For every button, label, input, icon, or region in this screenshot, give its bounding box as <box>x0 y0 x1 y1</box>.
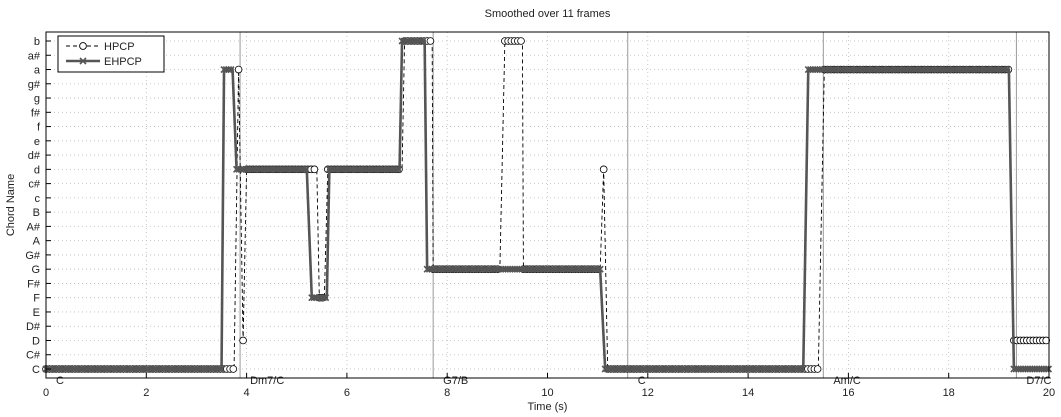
y-axis-label: Chord Name <box>5 174 17 236</box>
y-tick-label: F# <box>27 278 41 290</box>
y-tick-label: a# <box>28 50 41 62</box>
x-tick-label: 14 <box>742 387 754 399</box>
legend-marker-hpcp <box>79 42 87 50</box>
section-label: C <box>56 375 64 387</box>
data-point-ehpcp <box>795 365 803 373</box>
y-tick-label: b <box>34 36 40 48</box>
y-tick-label: F <box>33 293 40 305</box>
y-ticks: C C# D D# EF F# G G# A A# Bc c# d d# ef f# g g# a a# b <box>25 36 51 376</box>
y-tick-label: f# <box>31 107 41 119</box>
data-point-hpcp <box>426 37 435 45</box>
y-tick-label: d# <box>28 150 41 162</box>
x-axis-label: Time (s) <box>528 401 568 413</box>
section-label: C <box>638 375 646 387</box>
data-point-ehpcp <box>394 165 403 173</box>
section-label: D7/C <box>1026 375 1051 387</box>
data-point-ehpcp <box>322 294 330 302</box>
x-tick-label: 18 <box>943 387 955 399</box>
data-point-hpcp <box>599 165 608 174</box>
legend: HPCP EHPCP <box>57 35 165 73</box>
series-ehpcp <box>42 37 1053 373</box>
y-tick-label: f <box>37 122 41 134</box>
data-point-ehpcp <box>797 365 805 373</box>
x-tick-label: 20 <box>1043 387 1055 399</box>
y-tick-label: C <box>32 364 40 376</box>
data-point-ehpcp <box>596 265 604 273</box>
y-tick-label: E <box>33 307 40 319</box>
x-tick-label: 6 <box>344 387 350 399</box>
y-tick-label: g# <box>28 79 41 91</box>
legend-marker-ehpcp <box>79 57 87 65</box>
data-point-ehpcp <box>1000 65 1008 74</box>
data-point-hpcp <box>310 165 319 174</box>
data-point-hpcp <box>1042 336 1050 345</box>
data-point-hpcp <box>229 365 238 373</box>
y-tick-label: a <box>34 65 41 77</box>
data-point-ehpcp <box>302 165 310 173</box>
legend-label: EHPCP <box>104 56 142 68</box>
y-tick-label: A <box>33 236 41 248</box>
data-point-ehpcp <box>392 165 400 173</box>
series-line-ehpcp <box>46 39 1049 371</box>
y-tick-label: g <box>34 93 40 105</box>
x-tick-label: 0 <box>43 387 49 399</box>
data-point-ehpcp <box>299 165 308 173</box>
data-point-ehpcp <box>319 294 327 302</box>
y-tick-label: G <box>31 264 40 276</box>
x-tick-label: 12 <box>642 387 654 399</box>
data-point-ehpcp <box>1003 65 1011 74</box>
y-tick-label: e <box>34 136 40 148</box>
x-ticks: 0 2 4 6 8 10 12 14 16 18 20 <box>43 373 1055 399</box>
data-point-ehpcp <box>217 365 225 373</box>
x-tick-label: 2 <box>143 387 149 399</box>
x-tick-label: 10 <box>541 387 553 399</box>
data-point-ehpcp <box>594 265 602 273</box>
section-label: Dm7/C <box>250 375 284 387</box>
y-tick-label: C# <box>26 350 41 362</box>
x-tick-label: 4 <box>244 387 250 399</box>
data-point-ehpcp <box>215 365 223 373</box>
data-point-hpcp <box>239 336 247 345</box>
data-point-hpcp <box>234 65 243 74</box>
y-tick-label: B <box>33 207 40 219</box>
data-point-ehpcp <box>419 37 427 45</box>
y-tick-label: G# <box>25 250 41 262</box>
y-tick-label: d <box>34 164 40 176</box>
series-layer <box>42 37 1053 373</box>
data-point-hpcp <box>517 37 525 45</box>
y-tick-label: D <box>32 335 40 347</box>
legend-box <box>57 35 165 73</box>
y-tick-label: c <box>35 193 41 205</box>
legend-label: HPCP <box>104 41 135 53</box>
x-tick-label: 16 <box>842 387 854 399</box>
data-point-ehpcp <box>416 37 425 45</box>
section-label: Am/C <box>833 375 861 387</box>
data-point-ehpcp <box>1042 365 1050 373</box>
y-tick-label: D# <box>26 321 41 333</box>
y-tick-label: c# <box>28 179 41 191</box>
y-tick-label: A# <box>27 221 41 233</box>
x-tick-label: 8 <box>444 387 450 399</box>
chart-title: Smoothed over 11 frames <box>485 8 611 20</box>
data-point-ehpcp <box>227 65 235 74</box>
data-point-hpcp <box>813 365 822 373</box>
data-point-ehpcp <box>225 65 233 74</box>
